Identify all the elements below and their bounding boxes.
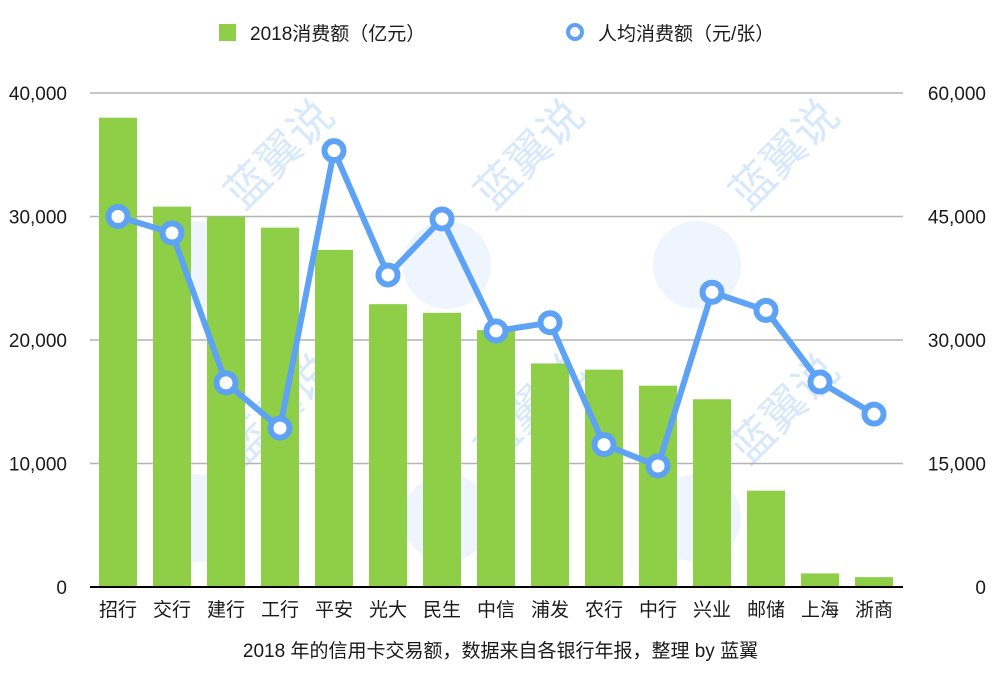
x-axis-labels: 招行 交行 建行 工行 平安 光大 民生 中信 浦发 农行 中行 兴业 邮储 上海 浙商 <box>99 599 893 621</box>
bar-浙商 <box>855 577 893 587</box>
watermark-text: 蓝翼说 <box>466 91 594 219</box>
line-point-工行 <box>267 415 293 441</box>
bar-series <box>99 117 893 588</box>
left-axis-tick-label: 0 <box>56 578 67 599</box>
x-axis-label: 浦发 <box>531 599 569 621</box>
line-point-光大 <box>375 262 401 288</box>
watermark-text: 蓝翼说 <box>721 91 849 219</box>
bar-民生 <box>423 312 461 587</box>
right-axis-tick-label: 30,000 <box>928 331 986 352</box>
bar-光大 <box>369 304 407 587</box>
x-axis-label: 中信 <box>477 599 515 621</box>
line-point-农行 <box>591 432 617 458</box>
x-axis-label: 上海 <box>801 599 839 621</box>
x-axis-label: 交行 <box>153 599 191 621</box>
x-axis-label: 建行 <box>207 599 245 621</box>
bar-中信 <box>477 330 515 587</box>
x-axis-label: 招行 <box>99 599 137 621</box>
right-axis-tick-label: 45,000 <box>928 208 986 229</box>
legend-item-consumption: 2018消费额（亿元） <box>219 20 426 45</box>
bar-平安 <box>315 249 353 587</box>
bar-兴业 <box>693 399 731 587</box>
x-axis-label: 中行 <box>639 599 677 621</box>
x-axis-label: 邮储 <box>747 599 785 621</box>
legend-bar-label: 2018消费额（亿元） <box>250 23 426 45</box>
line-point-浦发 <box>537 310 563 336</box>
line-point-中行 <box>645 453 671 479</box>
bar-招行 <box>99 117 137 587</box>
left-axis-tick-label: 40,000 <box>9 84 67 105</box>
x-axis-label: 工行 <box>261 599 299 621</box>
right-axis-ticks: 0 15,000 30,000 45,000 60,000 <box>928 84 986 599</box>
legend-item-per-card: 人均消费额（元/张） <box>566 20 775 45</box>
line-point-招行 <box>105 204 131 229</box>
line-point-民生 <box>429 206 455 232</box>
left-axis-tick-label: 20,000 <box>9 331 67 352</box>
left-axis-ticks: 0 10,000 20,000 30,000 40,000 <box>9 84 67 599</box>
x-axis-label: 浙商 <box>855 599 893 621</box>
left-axis-tick-label: 10,000 <box>9 455 67 476</box>
line-point-平安 <box>321 138 347 164</box>
legend-bar-swatch-icon <box>219 23 236 41</box>
bar-建行 <box>207 216 245 587</box>
right-axis-tick-label: 60,000 <box>928 84 986 105</box>
watermark-text: 蓝翼说 <box>721 346 849 474</box>
x-axis-label: 民生 <box>423 599 461 621</box>
line-point-建行 <box>213 370 239 396</box>
watermark-logo-icon <box>403 221 491 309</box>
line-point-兴业 <box>699 279 725 305</box>
left-axis-tick-label: 30,000 <box>9 208 67 229</box>
bar-上海 <box>801 573 839 587</box>
line-point-邮储 <box>753 297 779 323</box>
bar-工行 <box>261 227 299 588</box>
line-series <box>105 138 887 479</box>
bar-邮储 <box>747 490 785 587</box>
bar-农行 <box>585 369 623 587</box>
line-point-浙商 <box>861 401 887 427</box>
x-axis-label: 光大 <box>369 599 407 621</box>
x-axis-label: 兴业 <box>693 599 731 621</box>
line-point-中信 <box>483 318 509 344</box>
right-axis-tick-label: 15,000 <box>928 455 986 476</box>
legend-line-marker-icon <box>566 23 584 41</box>
bar-浦发 <box>531 363 569 587</box>
right-axis-tick-label: 0 <box>975 578 986 599</box>
legend-line-label: 人均消费额（元/张） <box>598 23 775 45</box>
chart-caption: 2018 年的信用卡交易额，数据来自各银行年报，整理 by 蓝翼 <box>242 641 759 662</box>
x-axis-label: 平安 <box>315 599 353 621</box>
line-point-上海 <box>807 369 833 395</box>
line-point-交行 <box>159 220 185 246</box>
x-axis-label: 农行 <box>585 599 623 621</box>
